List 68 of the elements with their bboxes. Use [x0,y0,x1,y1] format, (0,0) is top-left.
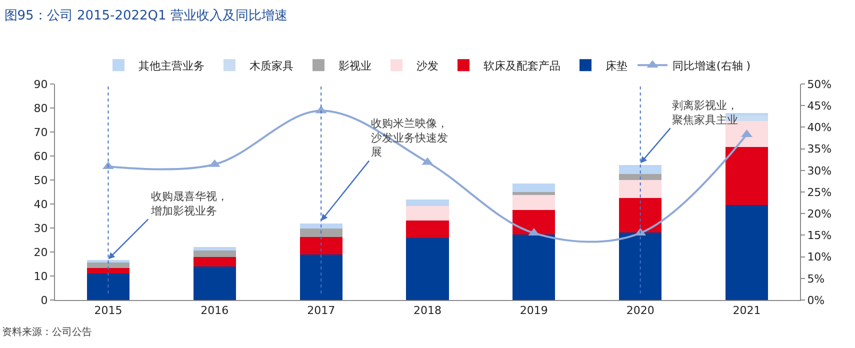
y-tick-label: 80 [34,102,48,115]
y-tick-label: 90 [34,78,48,91]
y2-tick-label: 10% [807,250,832,264]
y2-tick-label: 20% [807,207,832,220]
x-tick-label: 2016 [200,304,229,318]
y2-tick-label: 35% [807,142,832,156]
y-tick-label: 60 [34,150,48,163]
bar [406,220,449,238]
y-tick-label: 70 [34,126,48,139]
bar [300,228,342,238]
y-tick-label: 40 [34,198,48,211]
legend-label: 床垫 [606,59,628,72]
bar [726,205,768,300]
y2-tick-label: 5% [807,272,825,286]
bar [619,164,662,174]
legend-label: 影视业 [338,59,372,72]
bar [406,206,449,221]
legend-label: 软床及配套产品 [484,59,560,72]
y2-tick-label: 45% [807,99,832,112]
bar [512,210,556,235]
legend-label: 木质家具 [250,59,294,72]
bar [619,198,662,232]
bar [86,268,130,274]
y-tick-label: 0 [40,294,48,307]
y-tick-label: 10 [34,270,48,283]
y2-tick-label: 25% [807,186,832,199]
y2-tick-label: 0% [807,294,825,307]
y-tick-label: 20 [34,246,48,259]
bar [619,232,662,300]
legend-label: 其他主营业务 [138,59,204,72]
x-tick-label: 2018 [414,304,442,318]
legend-label: 同比增速(右轴 ) [672,59,751,72]
bar [726,146,768,206]
bar [193,250,236,258]
bar [300,237,342,255]
bar [512,234,556,300]
y2-tick-label: 50% [807,78,832,91]
bar [406,200,449,206]
y2-tick-label: 30% [807,164,832,178]
y2-tick-label: 40% [807,121,832,134]
bar [619,180,662,198]
legend-label: 沙发 [416,59,438,72]
annotation: 收购晟喜华视，增加影视业务 [150,190,228,218]
x-tick-label: 2015 [94,304,122,318]
bar [619,174,662,180]
bar [406,238,449,300]
bar [512,183,556,192]
bar [193,257,236,267]
bar [86,274,130,300]
chart-title: 图95：公司 2015-2022Q1 营业收入及同比增速 [4,8,288,24]
bar [86,260,130,263]
bar [300,254,342,300]
x-tick-label: 2017 [307,304,336,318]
bar [726,113,768,116]
bar [300,224,342,229]
bar [193,247,236,250]
bar [193,266,236,300]
x-tick-label: 2021 [732,304,761,318]
bar [512,195,556,210]
bar [86,262,130,268]
y-tick-label: 50 [34,174,48,187]
x-tick-label: 2020 [626,304,654,318]
annotation: 剥离影视业，聚焦家具主业 [672,99,738,126]
x-tick-label: 2019 [520,304,548,318]
y2-tick-label: 15% [807,229,832,242]
y-tick-label: 30 [34,222,48,235]
text: 资料来源：公司公告 [2,326,92,338]
bar [512,192,556,196]
